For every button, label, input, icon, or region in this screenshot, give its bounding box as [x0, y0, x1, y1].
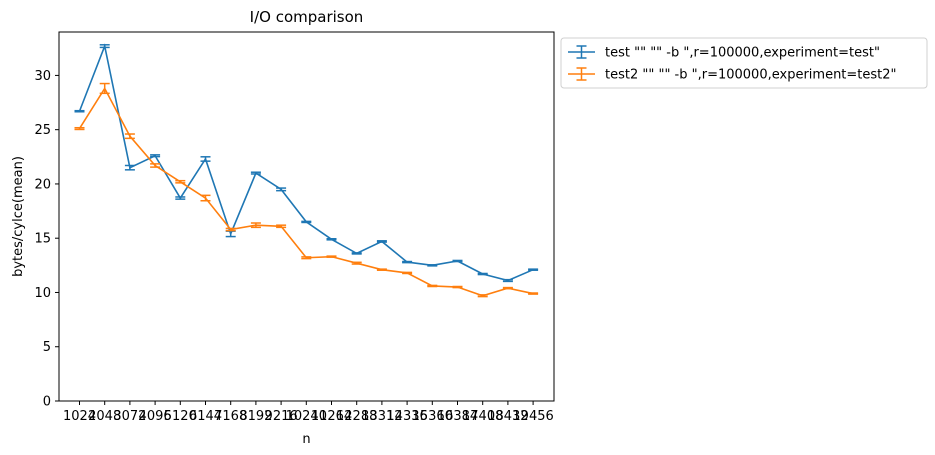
error-bar — [124, 164, 135, 171]
series-2 — [74, 82, 539, 298]
legend-item: test "" "" -b ",r=100000,experiment=test… — [568, 45, 880, 61]
error-bar — [528, 268, 539, 271]
error-bar — [74, 126, 85, 131]
y-tick-label: 15 — [34, 232, 51, 247]
x-tick-label: 11264 — [311, 409, 352, 424]
error-bar — [250, 222, 261, 229]
error-bar — [477, 272, 488, 276]
error-bar — [402, 260, 413, 264]
y-tick-label: 10 — [34, 286, 51, 301]
x-tick-label: 16384 — [437, 409, 478, 424]
y-tick-label: 0 — [43, 395, 51, 410]
y-tick-label: 25 — [34, 123, 51, 138]
error-bar — [477, 294, 488, 298]
error-bar — [99, 44, 110, 49]
legend-box — [560, 37, 928, 89]
legend: test "" "" -b ",r=100000,experiment=test… — [560, 37, 928, 89]
x-tick-label: 14336 — [386, 409, 427, 424]
x-tick-label: 1024 — [63, 409, 96, 424]
error-bar — [427, 284, 438, 288]
x-tick-label: 6144 — [189, 409, 222, 424]
error-bar — [326, 255, 337, 258]
x-tick-label: 3072 — [113, 409, 146, 424]
x-tick-label: 10240 — [286, 409, 327, 424]
x-tick-label: 7168 — [214, 409, 247, 424]
error-bar — [326, 237, 337, 241]
error-bar — [502, 278, 513, 283]
y-axis-label: bytes/cylce(mean) — [11, 156, 26, 277]
chart-title: I/O comparison — [250, 8, 364, 26]
error-bar — [225, 227, 236, 232]
error-bar — [99, 82, 110, 95]
error-bar — [376, 240, 387, 243]
legend-label: test2 "" "" -b ",r=100000,experiment=tes… — [605, 68, 897, 83]
error-bar — [452, 259, 463, 263]
error-bar — [150, 163, 161, 168]
x-tick-label: 19456 — [512, 409, 553, 424]
x-tick-label: 5120 — [164, 409, 197, 424]
x-axis-label: n — [302, 432, 310, 447]
error-bar — [74, 109, 85, 113]
x-tick-label: 15360 — [412, 409, 453, 424]
x-tick-label: 12288 — [336, 409, 377, 424]
series-1 — [74, 43, 539, 283]
x-tick-label: 4096 — [139, 409, 172, 424]
error-bar — [528, 292, 539, 295]
error-bar — [276, 224, 287, 229]
error-bar — [124, 133, 135, 140]
x-tick-label: 2048 — [88, 409, 121, 424]
ticks: 0 5 10 15 20 25 30 1024204830724096512061447168… — [34, 69, 553, 424]
error-bar — [200, 156, 211, 162]
x-tick-label: 8192 — [239, 409, 272, 424]
error-bar — [376, 268, 387, 271]
x-tick-label: 17408 — [462, 409, 503, 424]
error-bar — [351, 261, 362, 265]
legend-item: test2 "" "" -b ",r=100000,experiment=tes… — [568, 67, 897, 83]
y-tick-label: 5 — [43, 340, 51, 355]
error-bar — [200, 194, 211, 202]
x-tick-label: 9216 — [265, 409, 298, 424]
plot-area — [74, 43, 539, 298]
y-tick-label: 30 — [34, 69, 51, 84]
error-bar — [250, 171, 261, 175]
x-tick-label: 13312 — [361, 409, 402, 424]
error-bar — [175, 196, 186, 200]
error-bar — [351, 252, 362, 255]
error-bar — [175, 179, 186, 184]
legend-label: test "" "" -b ",r=100000,experiment=test… — [605, 46, 880, 61]
error-bar — [276, 187, 287, 192]
x-tick-label: 18432 — [487, 409, 528, 424]
error-bar — [301, 220, 312, 224]
error-bar — [452, 285, 463, 289]
error-bar — [427, 264, 438, 267]
error-bar — [502, 286, 513, 290]
error-bar — [402, 271, 413, 275]
y-tick-label: 20 — [34, 177, 51, 192]
error-bar — [301, 256, 312, 260]
error-bar — [150, 154, 161, 158]
